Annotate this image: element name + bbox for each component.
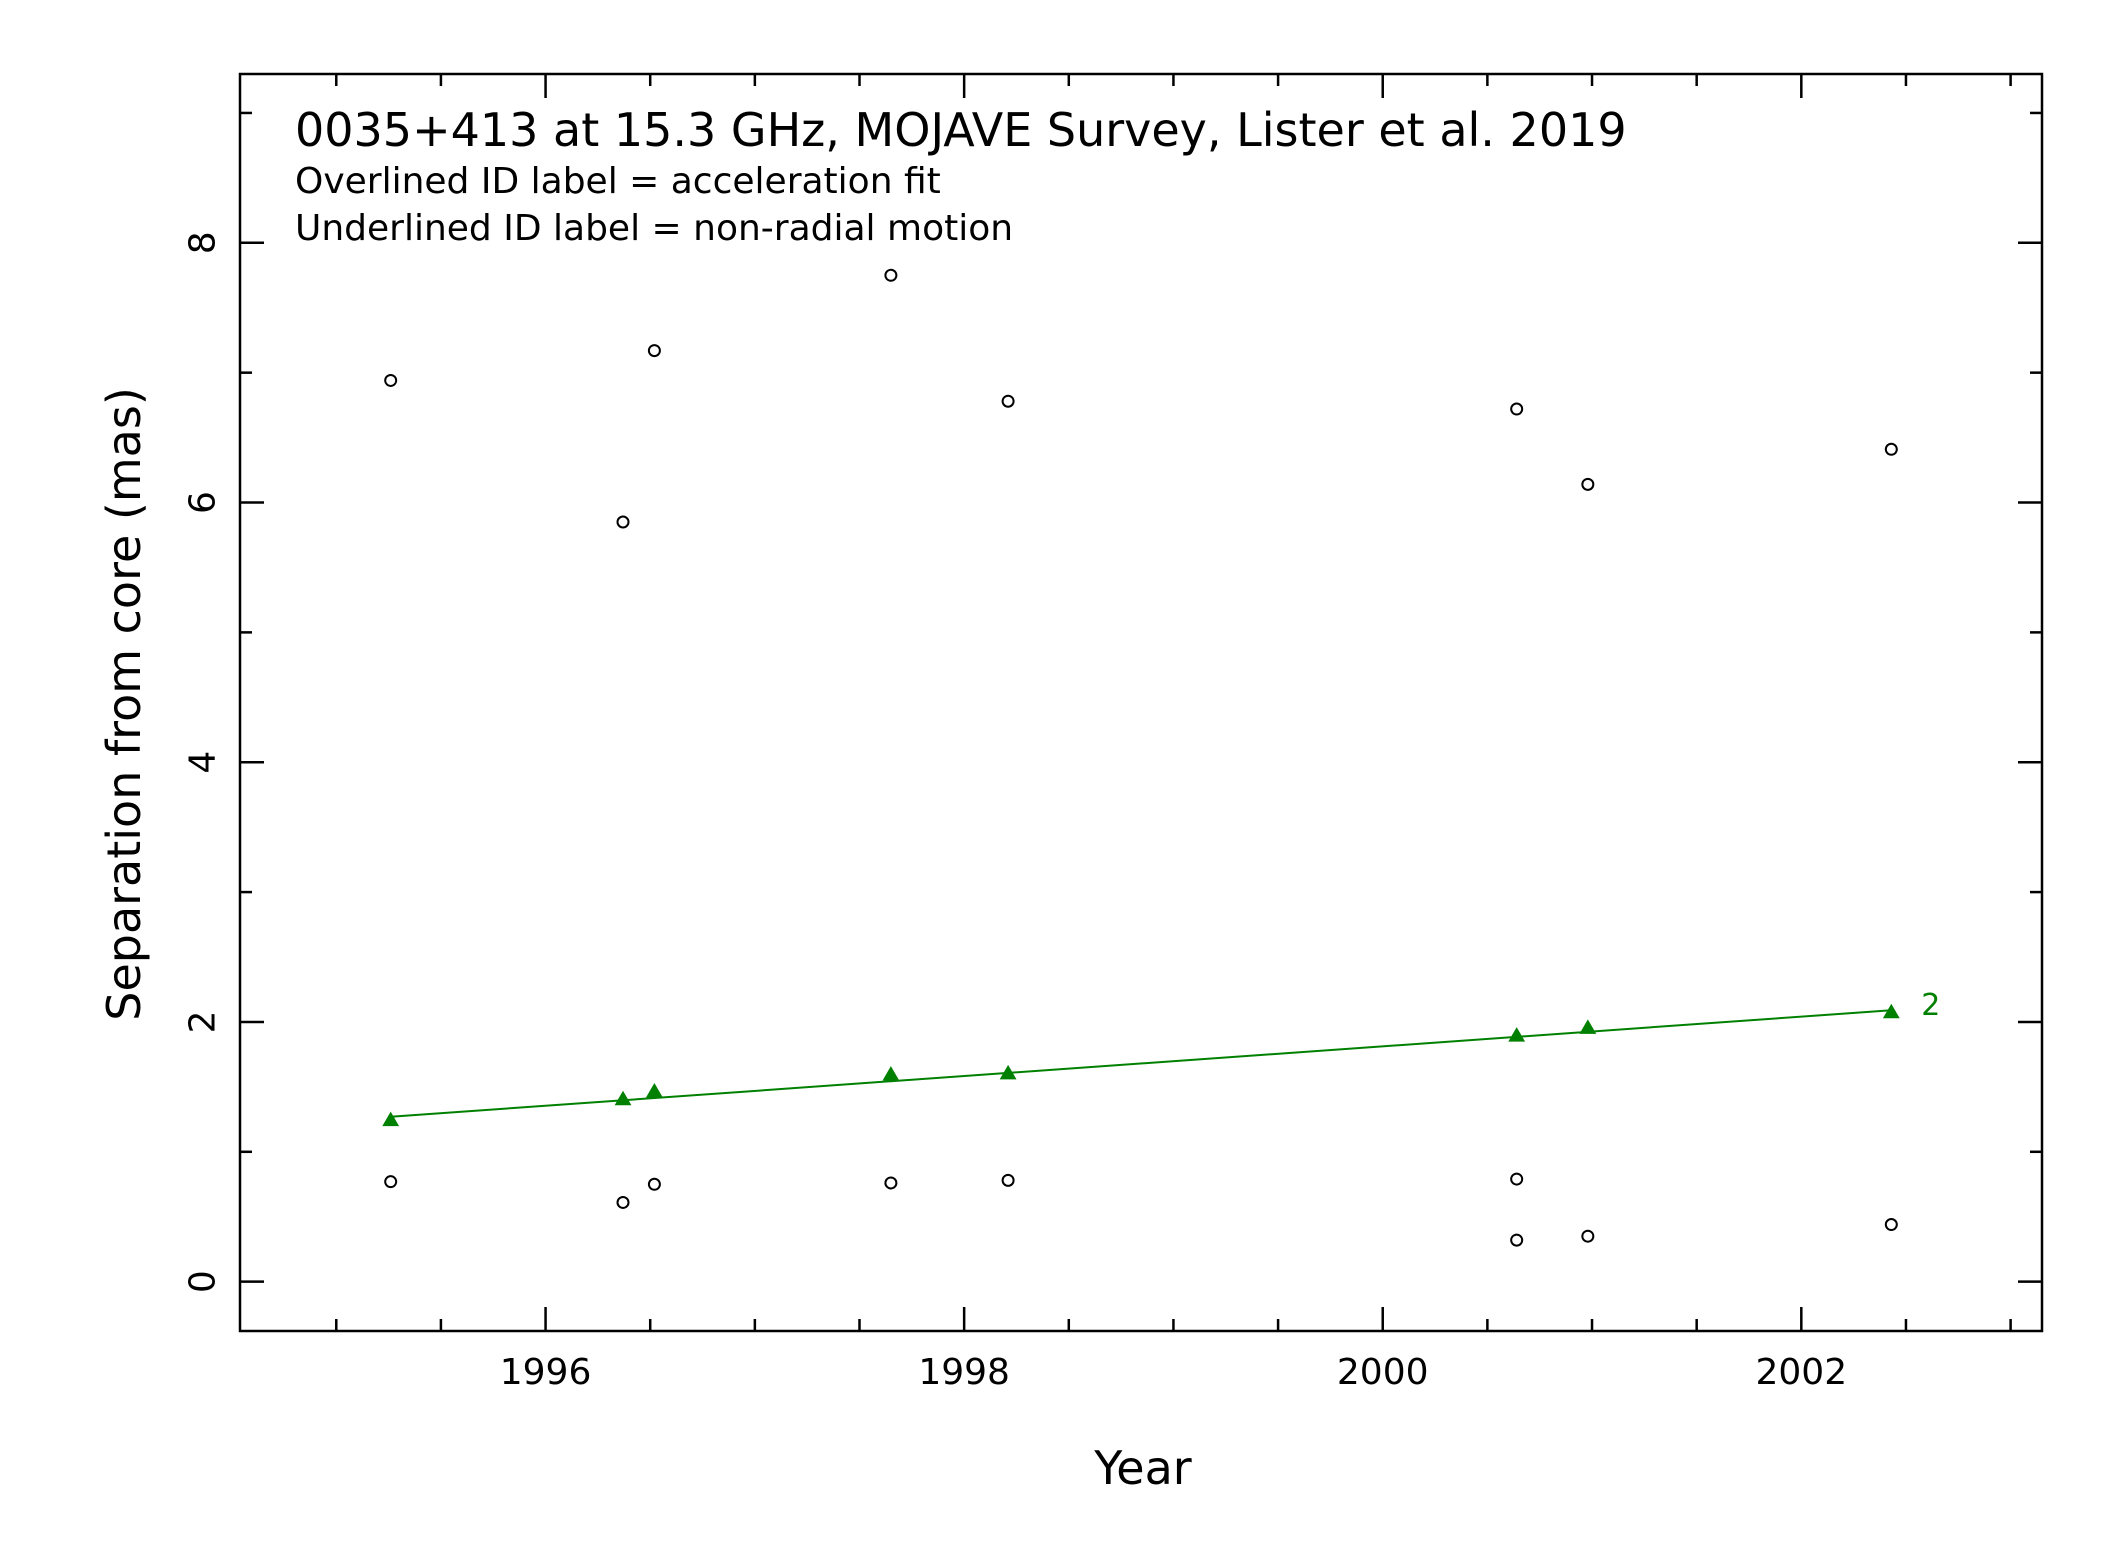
y-tick-label: 6 (183, 491, 224, 514)
y-axis-label: Separation from core (mas) (97, 387, 151, 1021)
y-tick-label: 2 (183, 1010, 224, 1033)
data-point (1001, 1173, 1015, 1187)
data-point (1001, 394, 1015, 408)
chart-title: 0035+413 at 15.3 GHz, MOJAVE Survey, Lis… (295, 103, 1627, 157)
data-point (1508, 1027, 1526, 1042)
x-tick-label: 2000 (1337, 1352, 1429, 1393)
data-point (1579, 1019, 1597, 1034)
data-point (884, 1176, 898, 1190)
data-point (1581, 477, 1595, 491)
data-point (384, 1175, 398, 1189)
data-point (1882, 1003, 1900, 1019)
data-point (1884, 442, 1898, 456)
series-1: 2 (382, 988, 1940, 1127)
data-point (1581, 1229, 1595, 1243)
tick-labels: 1996 1998 2000 2002 0 2 4 6 8 (183, 231, 1848, 1393)
y-tick-label: 4 (183, 751, 224, 774)
data-point (616, 515, 630, 529)
y-tick-label: 8 (183, 231, 224, 254)
data-point (616, 1195, 630, 1209)
data-point (1884, 1218, 1898, 1232)
annotation-acceleration-fit: Overlined ID label = acceleration fit (295, 161, 941, 202)
data-point (1510, 1172, 1524, 1186)
plot-frame (238, 72, 2044, 1333)
data-point (645, 1083, 663, 1098)
x-tick-label: 1998 (918, 1352, 1010, 1393)
data-point (884, 268, 898, 282)
fit-line (390, 1009, 1892, 1118)
data-point (647, 344, 661, 358)
data-point (1510, 402, 1524, 416)
y-tick-label: 0 (183, 1270, 224, 1293)
plot-border (238, 72, 2044, 1333)
annotation-non-radial-motion: Underlined ID label = non-radial motion (295, 208, 1013, 249)
x-tick-label: 2002 (1756, 1352, 1848, 1393)
data-point (647, 1177, 661, 1191)
data-point (382, 1111, 400, 1127)
x-tick-label: 1996 (500, 1352, 592, 1393)
data-marks: 2 (382, 268, 1940, 1247)
data-point (1510, 1233, 1524, 1247)
data-point (999, 1064, 1017, 1080)
x-axis-label: Year (1093, 1441, 1191, 1495)
series-label: 2 (1921, 988, 1940, 1023)
data-point (614, 1090, 632, 1106)
axis-ticks (240, 74, 2042, 1331)
data-point (882, 1066, 900, 1081)
data-point (384, 373, 398, 387)
series-0 (384, 268, 1898, 1247)
